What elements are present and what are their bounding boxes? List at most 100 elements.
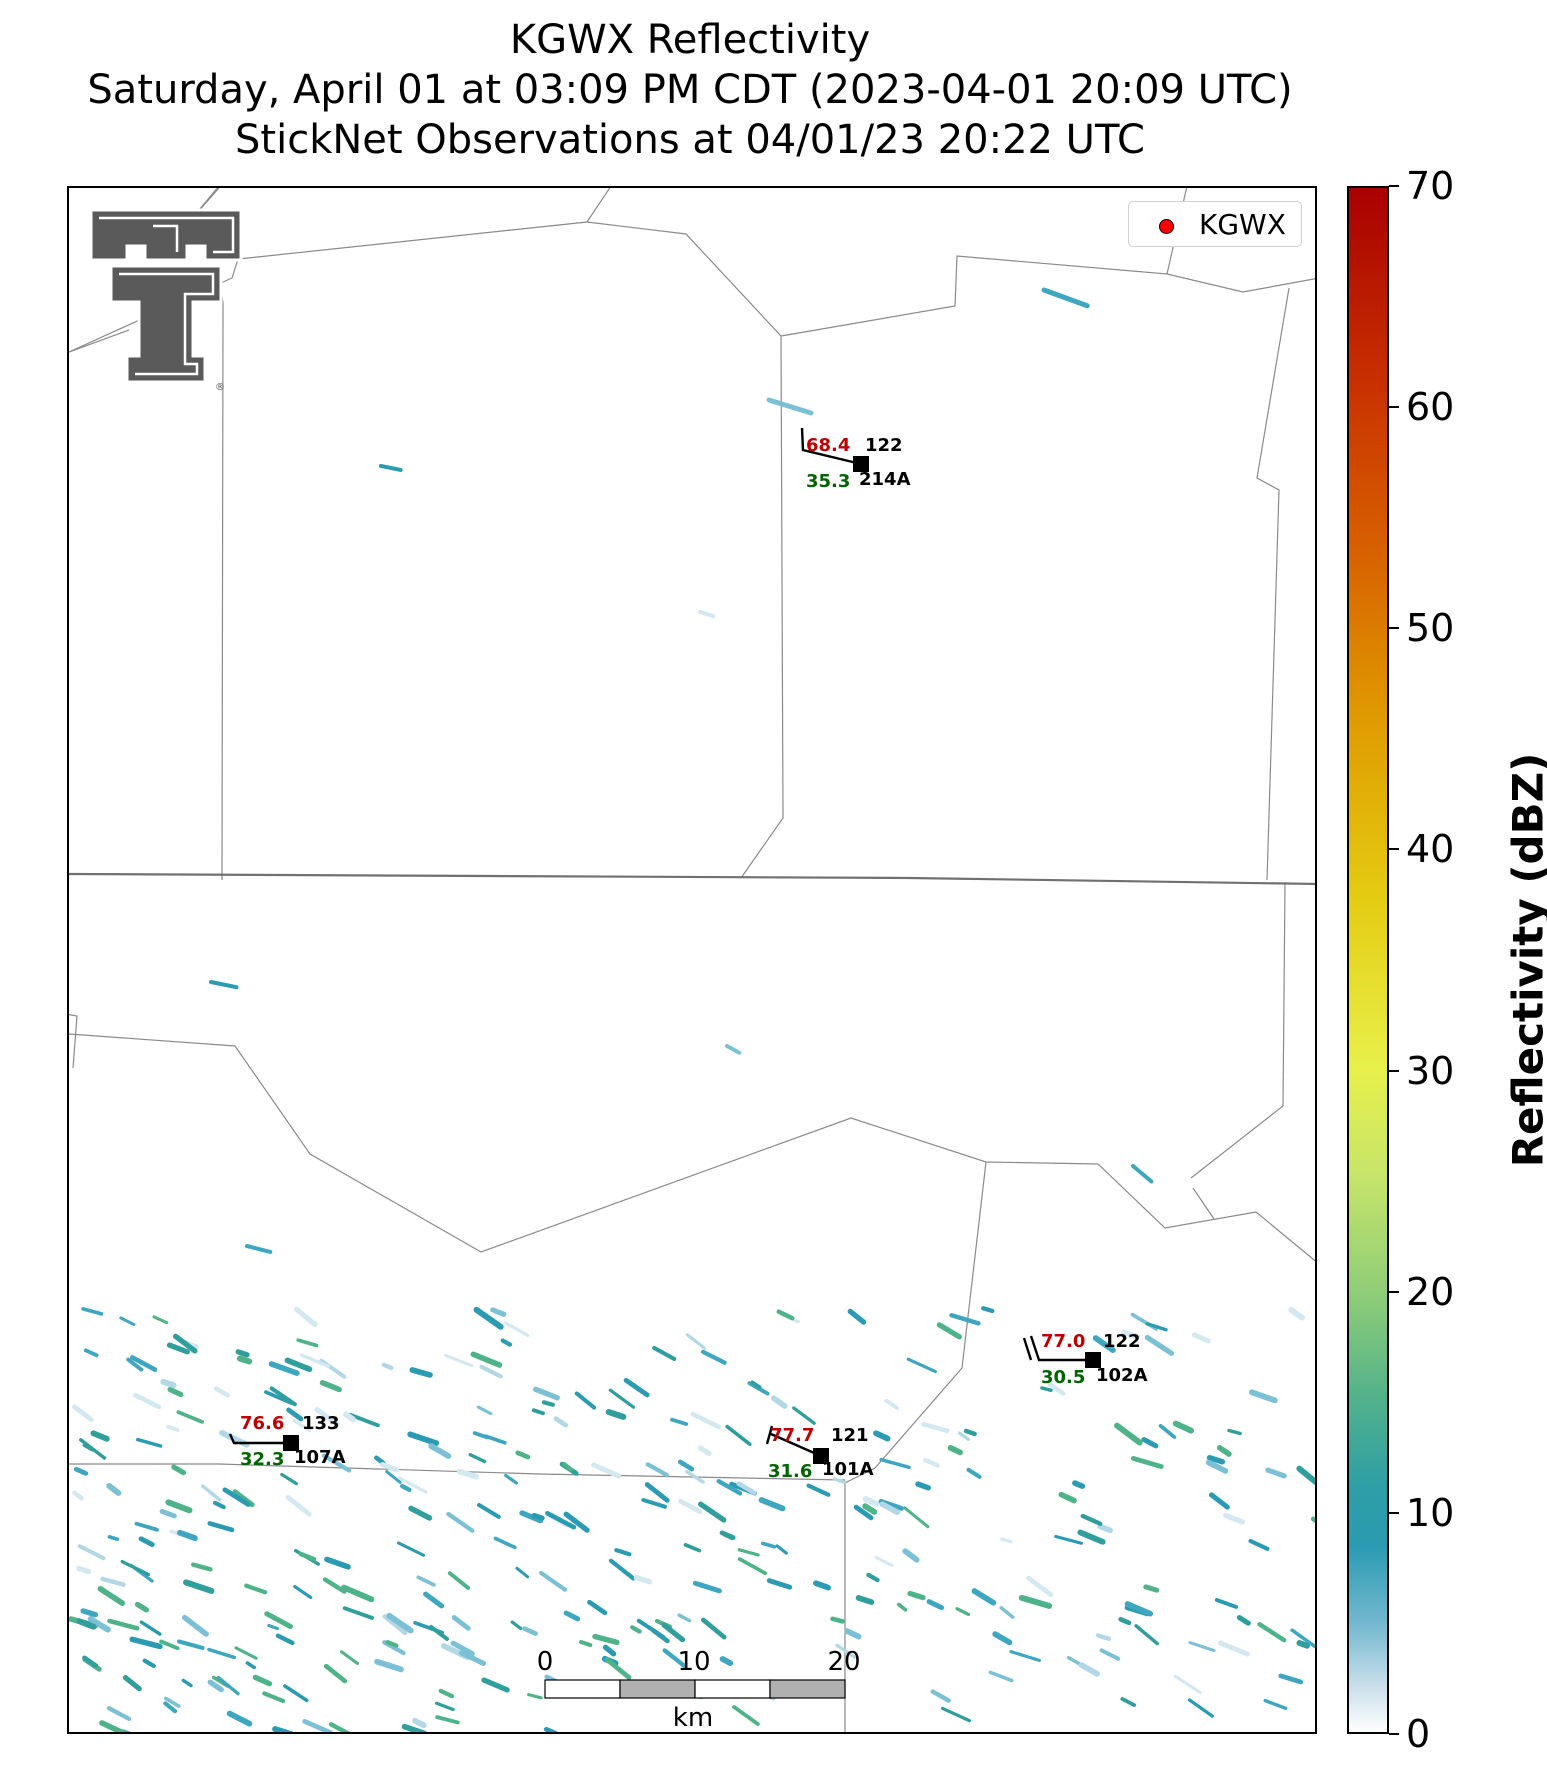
- echo-streak: [1158, 1424, 1177, 1439]
- echo-streak: [862, 1496, 880, 1507]
- colorbar-tick: [1389, 848, 1399, 851]
- echo-streak: [830, 1616, 845, 1624]
- echo-streak: [884, 1398, 900, 1410]
- echo-streak: [235, 1349, 250, 1358]
- colorbar-tick: [1389, 1511, 1399, 1514]
- echo-streak: [129, 1636, 163, 1650]
- echo-streak: [940, 1706, 972, 1723]
- echo-streak: [522, 1626, 538, 1636]
- echo-streak: [1095, 1633, 1112, 1641]
- echo-streak: [207, 1647, 237, 1660]
- echo-streak: [470, 1351, 503, 1368]
- echo-streak: [813, 1580, 831, 1591]
- echo-streak: [896, 1602, 908, 1612]
- scale-unit: km: [672, 1703, 714, 1733]
- station-102A-dewpoint: 30.5: [1041, 1367, 1086, 1388]
- station-102A-temperature: 77.0: [1041, 1331, 1086, 1352]
- echo-streak: [1047, 1382, 1066, 1396]
- echo-streak: [409, 1367, 433, 1378]
- echo-streak: [930, 1689, 951, 1703]
- echo-streak: [374, 1658, 404, 1673]
- echo-streak: [591, 1462, 622, 1479]
- radar-site-marker: [1159, 219, 1174, 234]
- echo-streak: [87, 1616, 111, 1633]
- colorbar-tick-label: 70: [1406, 164, 1455, 208]
- echo-streak: [280, 1472, 298, 1486]
- echo-streak: [107, 1535, 120, 1542]
- echo-streak: [766, 1578, 793, 1590]
- echo-streak: [700, 1349, 727, 1365]
- echo-streak: [328, 1722, 351, 1732]
- echo-streak: [500, 1338, 513, 1347]
- echo-streak: [159, 1509, 177, 1519]
- echo-streak: [926, 1599, 945, 1611]
- echo-streak: [163, 1696, 181, 1708]
- echo-streak: [479, 1364, 503, 1379]
- echo-streak: [758, 1497, 786, 1512]
- echo-streak: [957, 1431, 970, 1442]
- echo-streak: [122, 1674, 142, 1692]
- echo-streak: [862, 1503, 878, 1515]
- echo-streak: [165, 1499, 193, 1514]
- echo-streak: [1236, 1615, 1251, 1626]
- county-line: [844, 1161, 987, 1732]
- echo-streak: [879, 1501, 901, 1516]
- echo-streak: [677, 1613, 692, 1623]
- echo-streak: [685, 1469, 705, 1484]
- echo-streak: [608, 1558, 636, 1581]
- echo-streak: [1257, 1622, 1287, 1643]
- echo-streak: [408, 1505, 433, 1521]
- station-102A-value: 122: [1103, 1331, 1141, 1352]
- echo-streak: [1120, 1697, 1137, 1707]
- echo-streak: [340, 1584, 375, 1603]
- echo-streak: [207, 1521, 235, 1533]
- echo-streak: [135, 1437, 163, 1448]
- echo-streak: [999, 1606, 1015, 1619]
- echo-streak: [531, 1408, 545, 1416]
- echo-streak: [493, 1536, 517, 1550]
- echo-streak: [766, 397, 814, 416]
- echo-streak: [134, 1521, 159, 1532]
- station-107A-dewpoint: 32.3: [240, 1449, 285, 1470]
- echo-streak: [451, 1615, 471, 1631]
- echo-streak: [81, 1307, 104, 1316]
- echo-streak: [456, 1468, 480, 1480]
- echo-streak: [1223, 1512, 1246, 1525]
- echo-streak: [138, 1536, 155, 1548]
- echo-streak: [1058, 1491, 1077, 1504]
- echo-streak: [775, 1544, 788, 1555]
- echo-streak: [182, 1579, 215, 1594]
- echo-streak: [636, 1618, 666, 1639]
- echo-streak: [72, 1490, 84, 1501]
- echo-streak: [873, 1430, 891, 1442]
- echo-streak: [855, 1595, 875, 1605]
- echo-streak: [298, 1551, 317, 1562]
- echo-streak: [1054, 1534, 1083, 1545]
- echo-streak: [1092, 1335, 1116, 1354]
- echo-streak: [385, 1640, 399, 1648]
- echo-streak: [503, 1321, 530, 1337]
- echo-streak: [515, 1450, 531, 1460]
- echo-streak: [690, 1411, 722, 1430]
- echo-streak: [484, 1434, 507, 1445]
- echo-streak: [76, 1565, 92, 1575]
- colorbar-tick: [1389, 185, 1399, 187]
- echo-streak: [579, 1639, 593, 1648]
- echo-streak: [302, 1719, 333, 1732]
- echo-streak: [1218, 1640, 1251, 1657]
- echo-streak: [645, 1462, 669, 1478]
- echo-streak: [545, 1511, 577, 1530]
- echo-streak: [212, 1500, 226, 1510]
- echo-streak: [245, 1244, 273, 1254]
- echo-streak: [447, 1571, 471, 1590]
- echo-streak: [176, 1410, 204, 1424]
- colorbar-tick-label: 30: [1406, 1048, 1455, 1093]
- echo-streak: [252, 1674, 273, 1687]
- echo-streak: [468, 1453, 487, 1464]
- station-marker-101A: [813, 1448, 829, 1464]
- colorbar-tick-label: 20: [1406, 1269, 1455, 1314]
- echo-streak: [678, 1498, 703, 1515]
- legend: KGWX: [1128, 201, 1302, 247]
- station-214A-value: 122: [865, 435, 903, 456]
- echo-streak: [1214, 1597, 1239, 1609]
